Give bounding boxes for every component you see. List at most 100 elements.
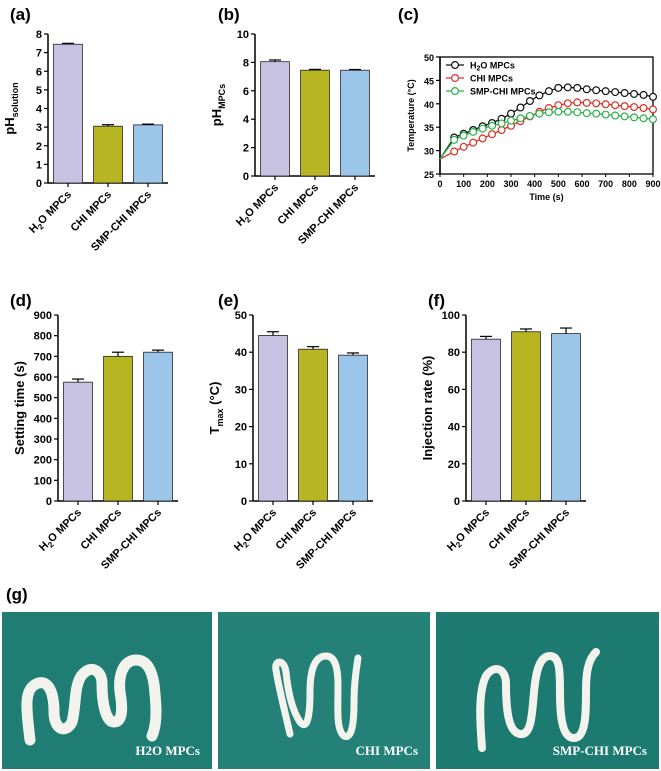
data-point <box>592 109 601 118</box>
category-tick-label: H2O MPCs <box>232 507 281 556</box>
category-tick-label: H2O MPCs <box>27 189 76 238</box>
data-point <box>620 89 629 98</box>
panel-label: (c) <box>398 5 419 24</box>
bar <box>340 69 370 177</box>
y-axis-label: Temperature (°C) <box>406 79 416 151</box>
x-tick-label: 500 <box>551 179 566 189</box>
y-tick-label: 30 <box>424 147 434 157</box>
y-tick-label: 900 <box>34 310 52 322</box>
data-point <box>573 108 582 117</box>
y-tick-label: 400 <box>34 413 52 425</box>
bar <box>260 61 290 177</box>
x-tick-label: 700 <box>598 179 613 189</box>
data-point <box>450 147 459 156</box>
bar <box>258 335 288 502</box>
panel-g-label: (g) <box>6 585 28 604</box>
data-point <box>648 105 657 114</box>
data-point <box>601 87 610 96</box>
data-point <box>450 135 459 144</box>
y-tick-label: 600 <box>34 372 52 384</box>
y-tick-label: 1 <box>36 159 42 171</box>
y-tick-label: 6 <box>36 66 42 78</box>
data-point <box>601 100 610 109</box>
y-axis-label: pHsolution <box>2 82 20 134</box>
bar <box>338 354 368 502</box>
data-point <box>573 98 582 107</box>
data-point <box>611 111 620 120</box>
y-tick-label: 10 <box>235 459 247 471</box>
data-point <box>620 102 629 111</box>
y-tick-label: 35 <box>424 123 434 133</box>
y-tick-label: 2 <box>243 143 249 155</box>
y-tick-label: 40 <box>235 347 247 359</box>
data-point <box>639 114 648 123</box>
y-tick-label: 20 <box>235 422 247 434</box>
data-point <box>469 127 478 136</box>
y-tick-label: 60 <box>448 384 460 396</box>
panel-label: (f) <box>428 291 445 310</box>
panel-label: (a) <box>10 5 31 24</box>
data-point <box>630 113 639 122</box>
data-point <box>639 104 648 113</box>
bar <box>93 125 123 184</box>
data-point <box>620 112 629 121</box>
category-tick-label: H2O MPCs <box>445 507 494 556</box>
data-point <box>525 111 534 120</box>
data-point <box>582 98 591 107</box>
data-point <box>582 85 591 94</box>
paste-strand-smp-chi <box>436 612 659 769</box>
bar <box>133 124 163 184</box>
x-tick-label: 600 <box>574 179 589 189</box>
data-point <box>554 83 563 92</box>
data-point <box>497 119 506 128</box>
panel-label: (d) <box>10 291 32 310</box>
y-tick-label: 500 <box>34 393 52 405</box>
bar <box>551 333 581 502</box>
photo-caption: H2O MPCs <box>135 743 200 758</box>
y-tick-label: 300 <box>34 434 52 446</box>
y-tick-label: 50 <box>235 310 247 322</box>
x-tick-label: 100 <box>456 179 471 189</box>
data-point <box>630 103 639 112</box>
y-tick-label: 4 <box>36 104 43 116</box>
data-point <box>563 99 572 108</box>
y-tick-label: 800 <box>34 331 52 343</box>
y-axis-label: Injection rate (%) <box>420 356 435 461</box>
data-point <box>611 88 620 97</box>
category-tick-label: H2O MPCs <box>37 507 86 556</box>
bar <box>53 43 83 184</box>
bar <box>103 355 133 502</box>
bar <box>300 69 330 177</box>
y-tick-label: 80 <box>448 347 460 359</box>
data-point <box>497 126 506 135</box>
y-axis-label: Tmax (°C) <box>207 382 225 435</box>
x-tick-label: 200 <box>480 179 495 189</box>
data-point <box>507 116 516 125</box>
y-tick-label: 8 <box>36 29 42 41</box>
x-tick-label: 300 <box>503 179 518 189</box>
x-axis-label: Time (s) <box>529 192 563 202</box>
bar <box>143 351 173 502</box>
data-point <box>582 109 591 118</box>
data-point <box>478 134 487 143</box>
y-tick-label: 0 <box>36 178 42 190</box>
bar <box>298 348 328 502</box>
y-tick-label: 3 <box>36 122 42 134</box>
data-point <box>525 96 534 105</box>
x-tick-label: 0 <box>437 179 442 189</box>
legend-label: SMP-CHI MPCs <box>470 87 536 97</box>
data-point <box>459 131 468 140</box>
data-point <box>488 130 497 139</box>
legend-label: H2O MPCs <box>470 61 515 73</box>
data-point <box>516 103 525 112</box>
panel-label: (b) <box>218 5 240 24</box>
y-tick-label: 0 <box>46 496 52 508</box>
x-tick-label: 400 <box>527 179 542 189</box>
data-point <box>535 109 544 118</box>
photo-h2o-mpcs: H2O MPCs <box>2 612 212 769</box>
data-point <box>554 101 563 110</box>
x-tick-label: 800 <box>622 179 637 189</box>
